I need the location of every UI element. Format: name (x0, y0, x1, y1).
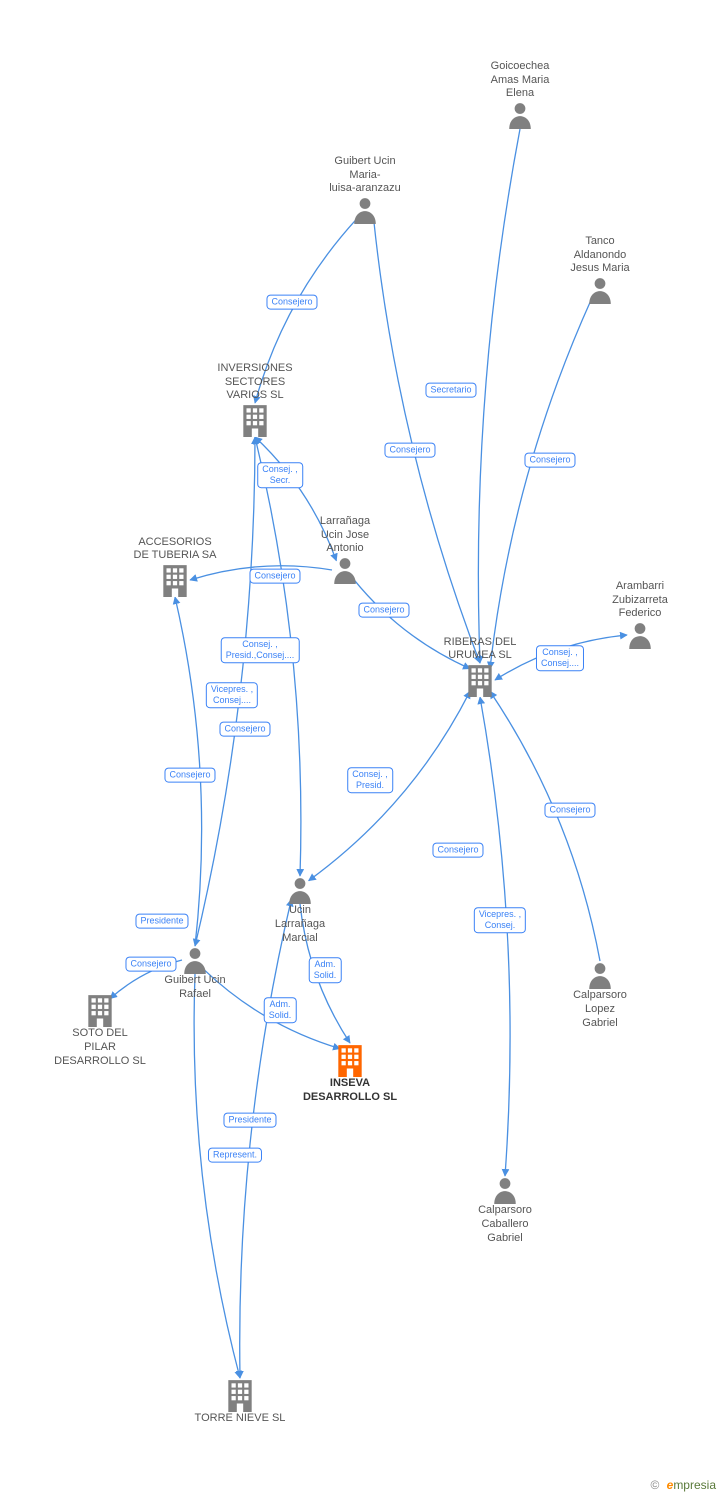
person-node-calparsoro_c[interactable]: Calparsoro Caballero Gabriel (450, 1176, 560, 1245)
edge-label: Represent. (208, 1148, 262, 1163)
person-node-ucin[interactable]: Ucin Larrañaga Marcial (245, 876, 355, 945)
node-label: Arambarri Zubizarreta Federico (585, 580, 695, 621)
node-label: RIBERAS DEL URUMEA SL (425, 636, 535, 664)
edge-label: Consej. ,Presid.,Consej.... (221, 637, 300, 663)
edge (478, 129, 520, 663)
company-node-soto[interactable]: SOTO DEL PILAR DESARROLLO SL (45, 993, 155, 1068)
node-label: Calparsoro Lopez Gabriel (545, 989, 655, 1030)
person-node-guibert_r[interactable]: Guibert Ucin Rafael (140, 946, 250, 1002)
edge-label: Consejero (358, 603, 409, 618)
edge-label: Consejero (432, 843, 483, 858)
node-label: ACCESORIOS DE TUBERIA SA (120, 536, 230, 564)
company-node-inseva[interactable]: INSEVA DESARROLLO SL (295, 1043, 405, 1105)
node-label: INSEVA DESARROLLO SL (295, 1077, 405, 1105)
node-label: INVERSIONES SECTORES VARIOS SL (200, 362, 310, 403)
brand-rest: mpresia (673, 1478, 716, 1492)
copyright-symbol: © (650, 1478, 659, 1492)
edge (374, 219, 480, 663)
edge-layer (0, 0, 728, 1500)
node-label: Ucin Larrañaga Marcial (245, 904, 355, 945)
person-node-calparsoro_l[interactable]: Calparsoro Lopez Gabriel (545, 961, 655, 1030)
node-label: Goicoechea Amas Maria Elena (465, 60, 575, 101)
edge-label: Adm.Solid. (309, 957, 342, 983)
company-node-inv_sectores[interactable]: INVERSIONES SECTORES VARIOS SL (200, 362, 310, 437)
edge-label: Consejero (164, 768, 215, 783)
edge-label: Adm.Solid. (264, 997, 297, 1023)
edge-label: Consejero (249, 569, 300, 584)
company-node-torre[interactable]: TORRE NIEVE SL (185, 1378, 295, 1426)
node-label: TORRE NIEVE SL (185, 1412, 295, 1426)
edge-label: Consejero (384, 443, 435, 458)
edge (490, 299, 591, 668)
person-node-guibert_ml[interactable]: Guibert Ucin Maria- luisa-aranzazu (310, 155, 420, 224)
edge-label: Secretario (425, 383, 476, 398)
edge-label: Consejero (266, 295, 317, 310)
edge (194, 974, 240, 1378)
edge-label: Consejero (544, 803, 595, 818)
footer-credit: © empresia (650, 1478, 716, 1492)
person-node-goicoechea[interactable]: Goicoechea Amas Maria Elena (465, 60, 575, 129)
company-node-riberas[interactable]: RIBERAS DEL URUMEA SL (425, 636, 535, 698)
node-label: SOTO DEL PILAR DESARROLLO SL (45, 1027, 155, 1068)
node-label: Larrañaga Ucin Jose Antonio (290, 515, 400, 556)
edge (480, 697, 510, 1176)
edge-label: Consejero (524, 453, 575, 468)
node-label: Tanco Aldanondo Jesus Maria (545, 235, 655, 276)
edge-label: Consejero (125, 957, 176, 972)
node-label: Guibert Ucin Rafael (140, 974, 250, 1002)
edge-label: Presidente (135, 914, 188, 929)
edge-label: Consej. ,Presid. (347, 767, 393, 793)
person-node-larranaga[interactable]: Larrañaga Ucin Jose Antonio (290, 515, 400, 584)
person-node-tanco[interactable]: Tanco Aldanondo Jesus Maria (545, 235, 655, 304)
edge-label: Consej. ,Consej.... (536, 645, 584, 671)
edge-label: Consej. ,Secr. (257, 462, 303, 488)
person-node-arambarri[interactable]: Arambarri Zubizarreta Federico (585, 580, 695, 649)
edge-label: Presidente (223, 1113, 276, 1128)
edge-label: Vicepres. ,Consej.... (206, 682, 258, 708)
edge-label: Consejero (219, 722, 270, 737)
node-label: Guibert Ucin Maria- luisa-aranzazu (310, 155, 420, 196)
company-node-accesorios[interactable]: ACCESORIOS DE TUBERIA SA (120, 536, 230, 598)
edge-label: Vicepres. ,Consej. (474, 907, 526, 933)
node-label: Calparsoro Caballero Gabriel (450, 1204, 560, 1245)
